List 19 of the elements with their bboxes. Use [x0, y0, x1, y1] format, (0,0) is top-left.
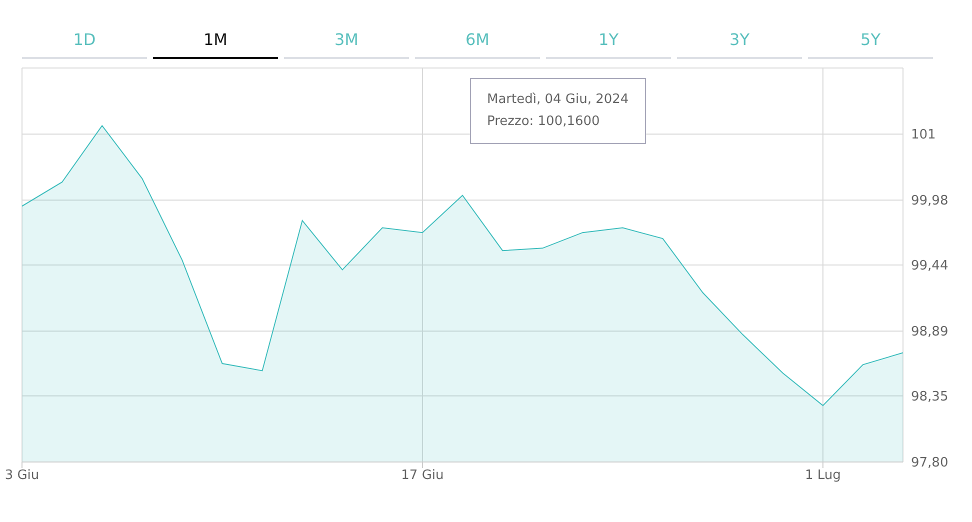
x-tick-label: 17 Giu	[401, 468, 444, 484]
x-tick-label: 1 Lug	[804, 468, 841, 484]
text: 6M	[415, 30, 540, 59]
text: 3M	[284, 30, 409, 59]
annotation: Prezzo: 100,1600	[487, 113, 601, 131]
y-tick-label: 98,35	[911, 390, 948, 405]
text: 5Y	[808, 30, 933, 59]
text: 3Y	[677, 30, 802, 59]
y-tick-label: 101	[911, 128, 936, 143]
x-tick-label: 3 Giu	[4, 468, 40, 484]
y-tick-label: 98,89	[911, 324, 948, 340]
y-tick-label: 99,44	[911, 258, 948, 274]
text: 1Y	[546, 30, 671, 59]
annotation: Martedì, 04 Giu, 2024	[487, 91, 629, 109]
info-box: Martedì, 04 Giu, 2024 Prezzo: 100,1600	[470, 78, 646, 144]
text: 1M	[153, 30, 278, 59]
y-tick-label: 97,80	[911, 456, 948, 471]
text: 1D	[22, 30, 147, 59]
y-tick-label: 99,98	[911, 194, 948, 209]
